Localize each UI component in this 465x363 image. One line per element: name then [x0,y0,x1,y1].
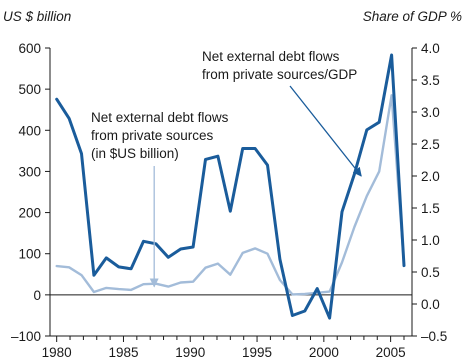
left-tick-label: 400 [18,123,41,138]
left-tick-label: 0 [33,288,41,303]
right-tick-label: 4.0 [421,41,440,56]
right-tick-label: 1.0 [421,233,440,248]
series-line-share-of-gdp [55,53,406,320]
x-axis: 1980 1985 1990 1995 2000 2005 [42,335,412,360]
right-tick-label: 2.5 [421,137,440,152]
right-tick-label: 0.0 [421,297,440,312]
right-tick-label: 3.0 [421,105,440,120]
series-line-billion [55,94,406,296]
right-axis-title: Share of GDP % [363,9,462,24]
left-tick-label: 200 [18,206,41,221]
series-layer [55,53,406,320]
x-tick-label: 1995 [242,345,272,360]
annotation-gdp-share-arrow [289,85,362,177]
right-tick-label: 3.5 [421,73,440,88]
annotation-billion-text: from private sources [91,128,214,143]
annotation-billion-text: Net external debt flows [91,110,229,125]
right-tick-label: –0.5 [421,329,447,344]
annotation-gdp-share-text: from private sources/GDP [202,67,357,82]
right-tick-label: 1.5 [421,201,440,216]
left-tick-label: 600 [18,41,41,56]
left-tick-label: 300 [18,164,41,179]
annotation-layer: Net external debt flows from private sour… [91,49,362,288]
right-tick-label: 2.0 [421,169,440,184]
right-axis: –0.5 0.0 0.5 1.0 1.5 2.0 2.5 3.0 3.5 4.0 [411,41,447,344]
left-axis-title: US $ billion [3,9,71,24]
annotation-gdp-share-text: Net external debt flows [202,49,340,64]
left-tick-label: 100 [18,247,41,262]
right-tick-label: 0.5 [421,265,440,280]
left-tick-label: –100 [11,329,41,344]
x-tick-label: 1985 [108,345,138,360]
x-tick-label: 1980 [42,345,72,360]
x-tick-label: 2000 [309,345,339,360]
left-tick-label: 500 [18,82,41,97]
x-tick-label: 2005 [376,345,406,360]
left-axis: –100 0 100 200 300 400 500 600 [11,41,51,344]
annotation-billion-text: (in $US billion) [91,146,179,161]
x-tick-label: 1990 [175,345,205,360]
